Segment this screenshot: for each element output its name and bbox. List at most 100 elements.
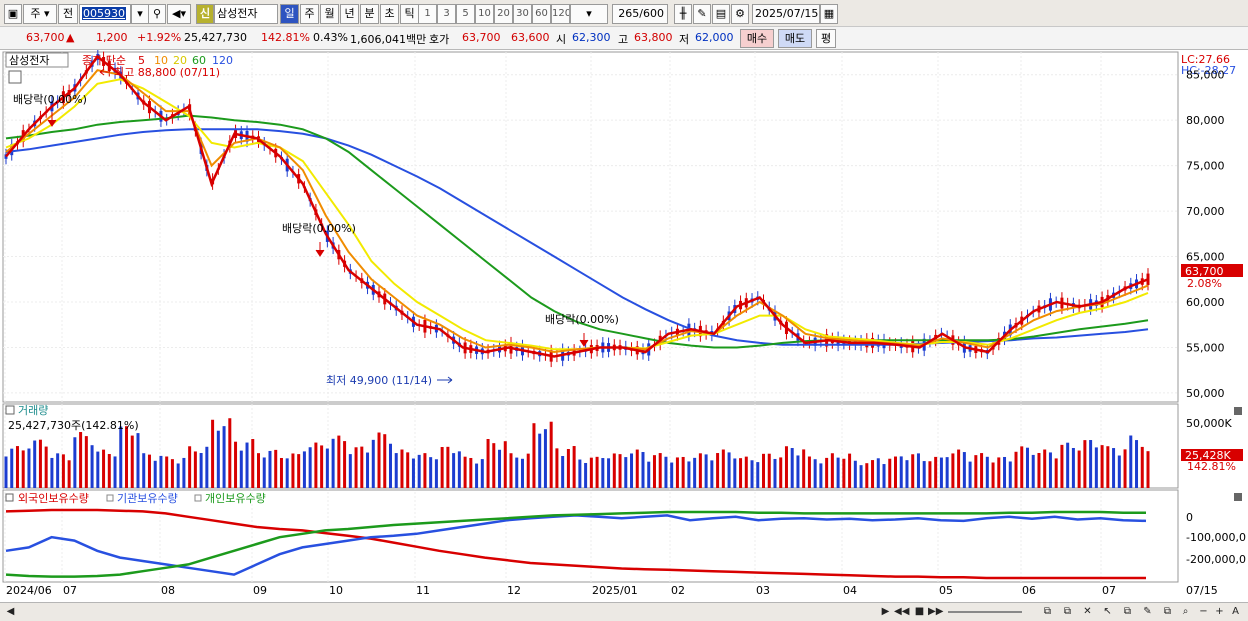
high-annotation: 최고 88,800 (07/11)	[114, 66, 220, 79]
chart-canvas[interactable]: 삼성전자 종가 단순 5 10 20 60 120 LC:27.66 HC:-2…	[0, 48, 1248, 602]
volume-bar	[624, 457, 628, 488]
date-input[interactable]: 2025/07/15	[752, 4, 820, 24]
scroll-right-icon[interactable]: ▶	[881, 606, 890, 617]
period-button-1[interactable]: 주	[300, 4, 319, 24]
volume-bar	[291, 453, 295, 488]
chart-grid	[3, 52, 1178, 582]
volume-bar	[308, 447, 312, 488]
volume-bar	[10, 448, 14, 488]
interval-button-60[interactable]: 60	[532, 4, 551, 24]
volume-bar	[486, 439, 490, 488]
volume-panel-icon[interactable]	[5, 405, 15, 415]
save-icon[interactable]: ▤	[712, 4, 730, 24]
code-dropdown-icon[interactable]: ▾	[131, 4, 149, 24]
arrow-tool-icon[interactable]: ↖	[1103, 606, 1112, 617]
volume-bar	[228, 418, 232, 488]
volume-bar	[274, 449, 278, 488]
settings-icon[interactable]: ⚙	[731, 4, 749, 24]
chart-scrollbar[interactable]: ◀ ▶ ◀◀ ■ ▶▶ ⧉ ⧉ ✕ ↖ ⧉ ✎ ⧉ ⌕ − + A	[0, 602, 1248, 621]
volume-bar	[538, 433, 542, 488]
interval-button-10[interactable]: 10	[475, 4, 494, 24]
volume-bar	[836, 457, 840, 488]
zoom-in-icon[interactable]: ⌕	[1182, 606, 1189, 617]
play-icon[interactable]: ▶▶	[928, 606, 944, 617]
volume-bar	[630, 453, 634, 488]
holdings-panel-icon[interactable]	[5, 493, 14, 502]
draw-icon[interactable]: ✎	[1143, 606, 1152, 617]
zoom-slider[interactable]	[948, 611, 1022, 613]
stock-tab[interactable]	[5, 52, 69, 68]
plus-icon[interactable]: +	[1215, 606, 1224, 617]
volume-close-icon[interactable]	[1234, 407, 1242, 415]
count-input[interactable]: 265/600	[612, 4, 668, 24]
volume-bar	[480, 459, 484, 488]
x-axis-label: 05	[939, 584, 953, 597]
interval-button-20[interactable]: 20	[494, 4, 513, 24]
stock-name-field[interactable]: 삼성전자	[214, 4, 278, 24]
moving-average-lines	[5, 54, 1149, 358]
tools-icon[interactable]: ✎	[693, 4, 711, 24]
candle-type-icon[interactable]: ╫	[674, 4, 692, 24]
volume-bar	[1054, 458, 1058, 488]
volume-bar	[469, 457, 473, 488]
window-menu-icon[interactable]: ▣	[4, 4, 22, 24]
zoom-out-icon[interactable]: −	[1199, 606, 1208, 617]
scroll-prev-icon[interactable]: ◀◀	[894, 606, 910, 617]
high-price: 63,800	[634, 31, 673, 44]
stock-chart[interactable]: 삼성전자 종가 단순 5 10 20 60 120 LC:27.66 HC:-2…	[0, 48, 1248, 602]
period-button-2[interactable]: 월	[320, 4, 339, 24]
sell-button[interactable]: 매도	[778, 29, 812, 48]
holdings-close-icon[interactable]	[1234, 493, 1242, 501]
x-axis-label: 11	[416, 584, 430, 597]
font-size-icon[interactable]: A	[1232, 606, 1239, 617]
x-axis-label: 03	[756, 584, 770, 597]
interval-button-1[interactable]: 1	[418, 4, 437, 24]
calendar-icon[interactable]: ▦	[820, 4, 838, 24]
cross-icon[interactable]: ✕	[1083, 606, 1092, 617]
period-button-6[interactable]: 틱	[400, 4, 419, 24]
buy-button[interactable]: 매수	[740, 29, 774, 48]
eval-button[interactable]: 평	[816, 29, 836, 48]
stock-code-input[interactable]: 005930	[79, 4, 131, 24]
volume-bar	[710, 460, 714, 488]
layout-icon-2[interactable]: ⧉	[1063, 606, 1072, 617]
layout-icon-4[interactable]: ⧉	[1163, 606, 1172, 617]
volume-bar	[383, 434, 387, 488]
period-button-0[interactable]: 일	[280, 4, 299, 24]
interval-button-3[interactable]: 3	[437, 4, 456, 24]
interval-select[interactable]: ▾	[570, 4, 608, 24]
volume-bar	[73, 437, 77, 488]
volume-bar	[985, 456, 989, 488]
layout-icon-1[interactable]: ⧉	[1043, 606, 1052, 617]
hc-label: HC:-28.27	[1181, 64, 1236, 77]
x-axis-label: 2025/01	[592, 584, 638, 597]
prev-button[interactable]: 전	[58, 4, 78, 24]
interval-button-5[interactable]: 5	[456, 4, 475, 24]
volume-bar	[50, 457, 54, 488]
scroll-left-icon[interactable]: ◀	[6, 606, 15, 617]
price-change: 1,200	[96, 31, 128, 44]
period-button-4[interactable]: 분	[360, 4, 379, 24]
volume-bar	[744, 456, 748, 488]
period-button-3[interactable]: 년	[340, 4, 359, 24]
price-tick: 85,000	[1186, 69, 1225, 82]
sound-icon[interactable]: ◀▾	[167, 4, 191, 24]
table-icon[interactable]	[8, 70, 22, 84]
market-select[interactable]: 주 ▾	[23, 4, 57, 24]
interval-button-120[interactable]: 120	[551, 4, 570, 24]
volume-bar	[377, 432, 381, 488]
volume-bar	[182, 457, 186, 488]
search-icon[interactable]: ⚲	[148, 4, 166, 24]
volume-bar	[865, 463, 869, 488]
volume-title: 거래량	[18, 404, 48, 417]
interval-button-30[interactable]: 30	[513, 4, 532, 24]
period-button-5[interactable]: 초	[380, 4, 399, 24]
ma-legend-120: 120	[212, 54, 233, 67]
layout-icon-3[interactable]: ⧉	[1123, 606, 1132, 617]
volume-bar	[33, 440, 37, 488]
volume-bar	[1106, 446, 1110, 488]
volume-bar	[239, 450, 243, 488]
volume-bar	[566, 449, 570, 488]
volume-bar	[733, 458, 737, 488]
stop-icon[interactable]: ■	[914, 606, 925, 617]
